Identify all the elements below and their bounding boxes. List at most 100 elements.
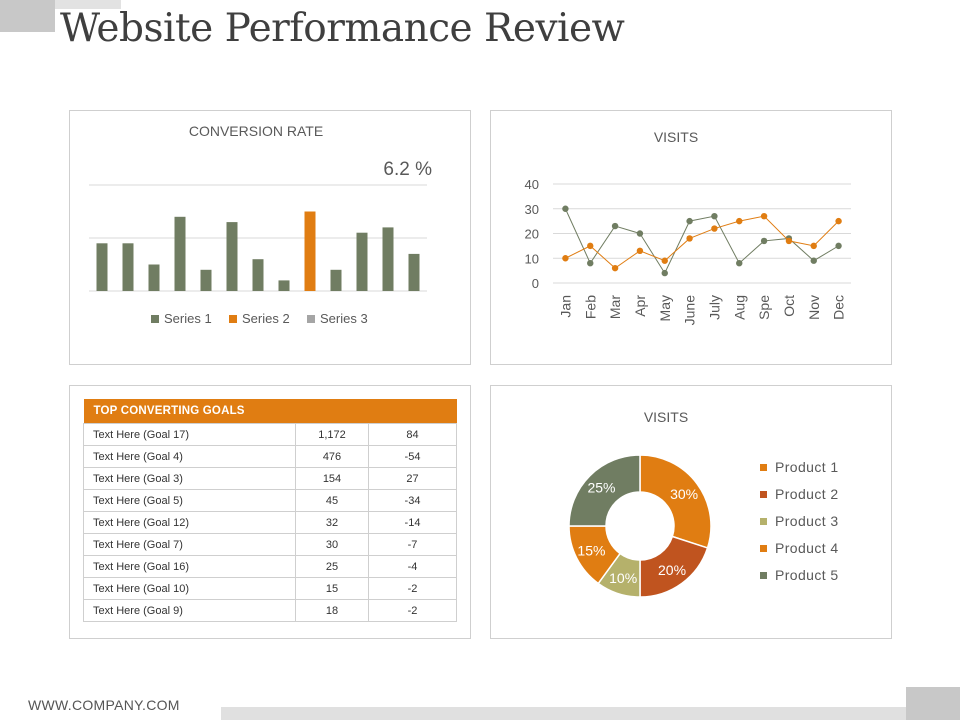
series-line-1 bbox=[564, 208, 839, 275]
goal-change-cell: -7 bbox=[368, 533, 457, 556]
footer-bar bbox=[221, 707, 907, 720]
data-point bbox=[760, 237, 768, 245]
data-point bbox=[835, 217, 842, 225]
footer-block bbox=[906, 687, 960, 720]
series-line-2 bbox=[565, 215, 839, 269]
x-tick-label: July bbox=[706, 295, 722, 320]
bar-series-1 bbox=[148, 264, 160, 291]
conversion-rate-value: 6.2 % bbox=[383, 159, 432, 180]
data-point bbox=[611, 222, 619, 230]
legend-swatch bbox=[307, 315, 315, 323]
visits-donut-chart: VISITS 30% 20% 10%15% 25% Product 1 Product 2 P… bbox=[568, 409, 839, 598]
goal-value-cell: 45 bbox=[295, 489, 369, 512]
chart-title: VISITS bbox=[654, 129, 698, 145]
x-tick-label: Mar bbox=[607, 295, 623, 319]
x-tick-label: Jan bbox=[557, 295, 573, 318]
slice-label: 25% bbox=[587, 479, 615, 495]
data-point bbox=[636, 230, 644, 237]
legend-label: Series 3 bbox=[320, 311, 368, 326]
goal-change-cell: -14 bbox=[368, 511, 457, 534]
data-point bbox=[686, 217, 693, 225]
goal-name-cell: Text Here (Goal 10) bbox=[83, 577, 296, 600]
table-row: Text Here (Goal 10) 15 -2 bbox=[83, 577, 457, 600]
table-row: Text Here (Goal 4) 476 -54 bbox=[83, 445, 457, 468]
bar-series-1 bbox=[122, 243, 134, 291]
bar-series-1 bbox=[226, 222, 238, 291]
x-tick-label: Spe bbox=[756, 295, 772, 320]
goal-name-cell: Text Here (Goal 7) bbox=[83, 533, 296, 556]
bar-series-2 bbox=[304, 211, 316, 291]
bar-series-1 bbox=[252, 259, 264, 291]
data-point bbox=[636, 247, 644, 255]
donut-slice-5 bbox=[568, 454, 641, 527]
data-point bbox=[686, 235, 693, 242]
legend-label: Product 3 bbox=[775, 513, 839, 529]
y-tick-label: 20 bbox=[525, 227, 539, 242]
data-point bbox=[661, 269, 668, 277]
page-title: Website Performance Review bbox=[60, 6, 625, 51]
bar-series-1 bbox=[200, 269, 212, 291]
legend-label: Series 1 bbox=[164, 311, 212, 326]
goal-name-cell: Text Here (Goal 16) bbox=[83, 555, 296, 578]
data-point bbox=[736, 217, 743, 225]
conversion-rate-panel: CONVERSION RATE 6.2 % Series 1 Series 2 Seri… bbox=[69, 110, 471, 365]
visits-line-chart: VISITS 0 10 20 30 40 Jan Feb Mar Apr May June July Au… bbox=[525, 129, 851, 325]
legend-swatch bbox=[151, 315, 159, 323]
goal-change-cell: -2 bbox=[368, 599, 457, 622]
legend-swatch bbox=[760, 491, 767, 498]
data-point bbox=[562, 255, 569, 262]
data-point bbox=[736, 260, 743, 267]
goal-name-cell: Text Here (Goal 3) bbox=[83, 467, 296, 490]
table-row: Text Here (Goal 9) 18 -2 bbox=[83, 599, 457, 622]
x-tick-label: Dec bbox=[831, 295, 847, 320]
goal-name-cell: Text Here (Goal 17) bbox=[83, 423, 296, 446]
top-goals-table: TOP CONVERTING GOALS Text Here (Goal 17)… bbox=[83, 399, 457, 622]
table-row: Text Here (Goal 3) 154 27 bbox=[83, 467, 457, 490]
table-row: Text Here (Goal 17) 1,172 84 bbox=[83, 423, 457, 446]
x-tick-label: Apr bbox=[632, 295, 648, 317]
y-tick-label: 10 bbox=[525, 251, 539, 266]
data-point bbox=[562, 205, 569, 212]
goal-change-cell: -2 bbox=[368, 577, 457, 600]
data-point bbox=[711, 212, 718, 220]
chart-title: CONVERSION RATE bbox=[189, 123, 323, 139]
table-row: Text Here (Goal 5) 45 -34 bbox=[83, 489, 457, 512]
legend-label: Product 4 bbox=[775, 540, 839, 556]
goal-name-cell: Text Here (Goal 9) bbox=[83, 599, 296, 622]
bar-series-1 bbox=[382, 227, 394, 291]
goal-value-cell: 18 bbox=[295, 599, 369, 622]
legend-swatch bbox=[760, 464, 767, 471]
conversion-rate-chart: CONVERSION RATE 6.2 % Series 1 Series 2 Seri… bbox=[89, 123, 432, 326]
bar-series-1 bbox=[408, 253, 420, 291]
slice-label: 30% bbox=[670, 486, 698, 502]
table-title: TOP CONVERTING GOALS bbox=[83, 399, 457, 424]
goal-change-cell: 27 bbox=[368, 467, 457, 490]
goal-change-cell: -4 bbox=[368, 555, 457, 578]
legend-swatch bbox=[760, 518, 767, 525]
goal-name-cell: Text Here (Goal 5) bbox=[83, 489, 296, 512]
goal-value-cell: 32 bbox=[295, 511, 369, 534]
goal-value-cell: 476 bbox=[295, 445, 369, 468]
slice-label: 10% bbox=[609, 570, 637, 586]
visits-line-panel: VISITS 0 10 20 30 40 Jan Feb Mar Apr May June July Au… bbox=[490, 110, 892, 365]
legend-swatch bbox=[760, 572, 767, 579]
bar-series-1 bbox=[96, 243, 108, 291]
goal-name-cell: Text Here (Goal 12) bbox=[83, 511, 296, 534]
goal-value-cell: 15 bbox=[295, 577, 369, 600]
table-row: Text Here (Goal 16) 25 -4 bbox=[83, 555, 457, 578]
x-tick-label: Aug bbox=[731, 295, 747, 320]
y-tick-label: 40 bbox=[525, 177, 539, 192]
legend-label: Product 5 bbox=[775, 567, 839, 583]
goal-value-cell: 25 bbox=[295, 555, 369, 578]
x-tick-label: Feb bbox=[582, 295, 598, 319]
bar-series-1 bbox=[174, 216, 186, 291]
data-point bbox=[810, 242, 817, 250]
data-point bbox=[810, 257, 817, 264]
legend-label: Product 1 bbox=[775, 459, 839, 475]
data-point bbox=[711, 225, 718, 232]
x-tick-label: May bbox=[657, 295, 673, 321]
corner-decoration bbox=[0, 0, 55, 32]
data-point bbox=[611, 264, 619, 272]
goal-value-cell: 1,172 bbox=[295, 423, 369, 446]
bar-series-1 bbox=[356, 232, 368, 291]
